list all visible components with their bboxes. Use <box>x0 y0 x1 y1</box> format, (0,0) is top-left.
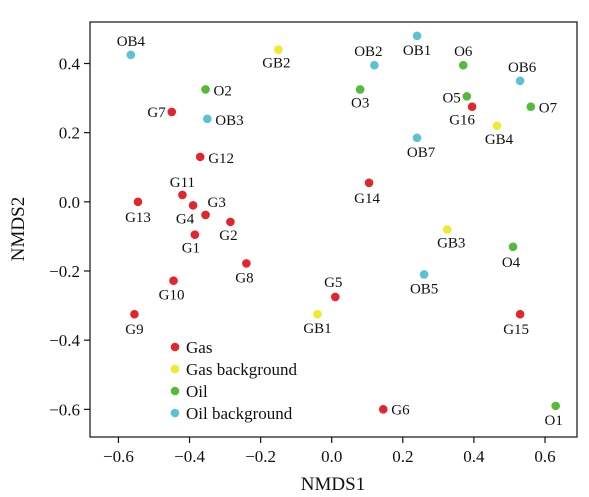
point-label-g10: G10 <box>159 288 185 304</box>
point-gb1 <box>313 309 322 319</box>
x-axis: −0.6 −0.4 −0.2 0.0 0.2 0.4 0.6 <box>103 437 556 466</box>
point-g13 <box>133 197 143 207</box>
point-label-g11: G11 <box>170 175 195 191</box>
point-ob1 <box>412 31 422 41</box>
point-o6 <box>458 60 468 70</box>
point-gb4 <box>492 121 502 131</box>
y-tick-label: −0.2 <box>49 262 80 281</box>
x-tick-label: 0.2 <box>392 447 413 466</box>
x-tick-label: −0.2 <box>245 447 276 466</box>
point-o5 <box>462 92 472 101</box>
y-tick-label: −0.4 <box>49 331 80 350</box>
point-label-gb2: GB2 <box>262 56 290 72</box>
y-axis: −0.6 −0.4 −0.2 0.0 0.2 0.4 <box>49 55 90 419</box>
plot-frame <box>89 21 578 438</box>
point-o1 <box>551 401 560 411</box>
point-label-g3: G3 <box>208 195 226 211</box>
point-o7 <box>526 102 536 112</box>
point-label-ob1: OB1 <box>403 43 431 59</box>
point-ob5 <box>419 270 429 279</box>
x-tick-label: 0.4 <box>463 447 485 466</box>
point-label-o2: O2 <box>214 83 232 99</box>
data-points: G1 G2 G3 G4 G5 G6 G7 G8 G9 G10 G11 G12 G13 G14 G15 G16 G… <box>117 31 563 429</box>
legend-label: Oil <box>186 382 208 401</box>
x-tick-label: 0.6 <box>534 447 555 466</box>
point-label-g12: G12 <box>208 151 234 167</box>
point-label-ob6: OB6 <box>508 60 537 76</box>
point-label-gb1: GB1 <box>303 321 331 337</box>
point-o2 <box>201 85 210 94</box>
y-tick-label: 0.0 <box>59 193 80 212</box>
x-tick-label: 0.0 <box>321 447 342 466</box>
point-ob3 <box>203 114 212 124</box>
point-g8 <box>242 259 251 268</box>
point-label-o7: O7 <box>539 101 558 117</box>
legend-marker <box>170 364 180 374</box>
point-label-ob7: OB7 <box>407 145 436 161</box>
point-label-g7: G7 <box>147 105 166 121</box>
point-label-ob5: OB5 <box>410 281 438 297</box>
x-tick-label: −0.4 <box>174 447 205 466</box>
point-g4 <box>188 200 198 210</box>
point-g15 <box>515 309 525 319</box>
point-label-g4: G4 <box>176 211 195 227</box>
point-g12 <box>195 152 205 162</box>
legend-label: Gas background <box>186 360 297 379</box>
point-g6 <box>378 405 388 414</box>
point-label-o4: O4 <box>502 255 521 271</box>
legend: Gas Gas background Oil Oil background <box>170 338 297 423</box>
point-label-g1: G1 <box>182 241 200 257</box>
legend-marker <box>170 386 180 396</box>
point-label-gb3: GB3 <box>437 236 465 252</box>
legend-label: Gas <box>186 338 212 357</box>
point-o3 <box>355 85 365 94</box>
legend-marker <box>170 408 180 418</box>
point-ob6 <box>515 76 525 86</box>
x-axis-title: NMDS1 <box>301 474 365 495</box>
point-label-g14: G14 <box>354 191 380 207</box>
point-ob7 <box>412 133 422 143</box>
point-label-g5: G5 <box>324 275 342 291</box>
point-g9 <box>130 309 139 319</box>
y-tick-label: 0.4 <box>59 55 81 74</box>
point-g5 <box>330 292 340 302</box>
legend-marker <box>170 342 180 352</box>
point-g7 <box>167 107 177 117</box>
legend-label: Oil background <box>186 404 293 423</box>
point-label-o5: O5 <box>442 90 460 106</box>
point-label-g6: G6 <box>391 402 410 418</box>
point-label-g8: G8 <box>235 270 253 286</box>
point-label-gb4: GB4 <box>485 132 514 148</box>
point-label-ob2: OB2 <box>354 44 382 60</box>
point-label-g16: G16 <box>449 113 475 129</box>
y-tick-label: −0.6 <box>49 400 80 419</box>
point-label-g9: G9 <box>125 322 143 338</box>
point-g3 <box>201 210 210 220</box>
point-ob2 <box>370 60 379 70</box>
point-label-g13: G13 <box>125 210 151 226</box>
point-gb3 <box>442 225 452 234</box>
point-g2 <box>226 217 235 227</box>
point-g1 <box>190 230 200 239</box>
point-gb2 <box>274 45 283 54</box>
point-g16 <box>467 102 477 112</box>
x-tick-label: −0.6 <box>103 447 134 466</box>
y-tick-label: 0.2 <box>59 124 80 143</box>
point-o4 <box>508 242 518 252</box>
point-label-ob3: OB3 <box>215 113 243 129</box>
point-label-g2: G2 <box>219 228 237 244</box>
point-g14 <box>364 178 374 188</box>
point-ob4 <box>126 50 136 60</box>
point-label-o3: O3 <box>351 95 369 111</box>
point-label-o6: O6 <box>454 44 473 60</box>
point-g10 <box>169 276 178 285</box>
point-g11 <box>178 190 187 200</box>
y-axis-title: NMDS2 <box>8 197 29 261</box>
point-label-g15: G15 <box>503 322 529 338</box>
point-label-ob4: OB4 <box>117 34 146 50</box>
point-label-o1: O1 <box>544 413 562 429</box>
